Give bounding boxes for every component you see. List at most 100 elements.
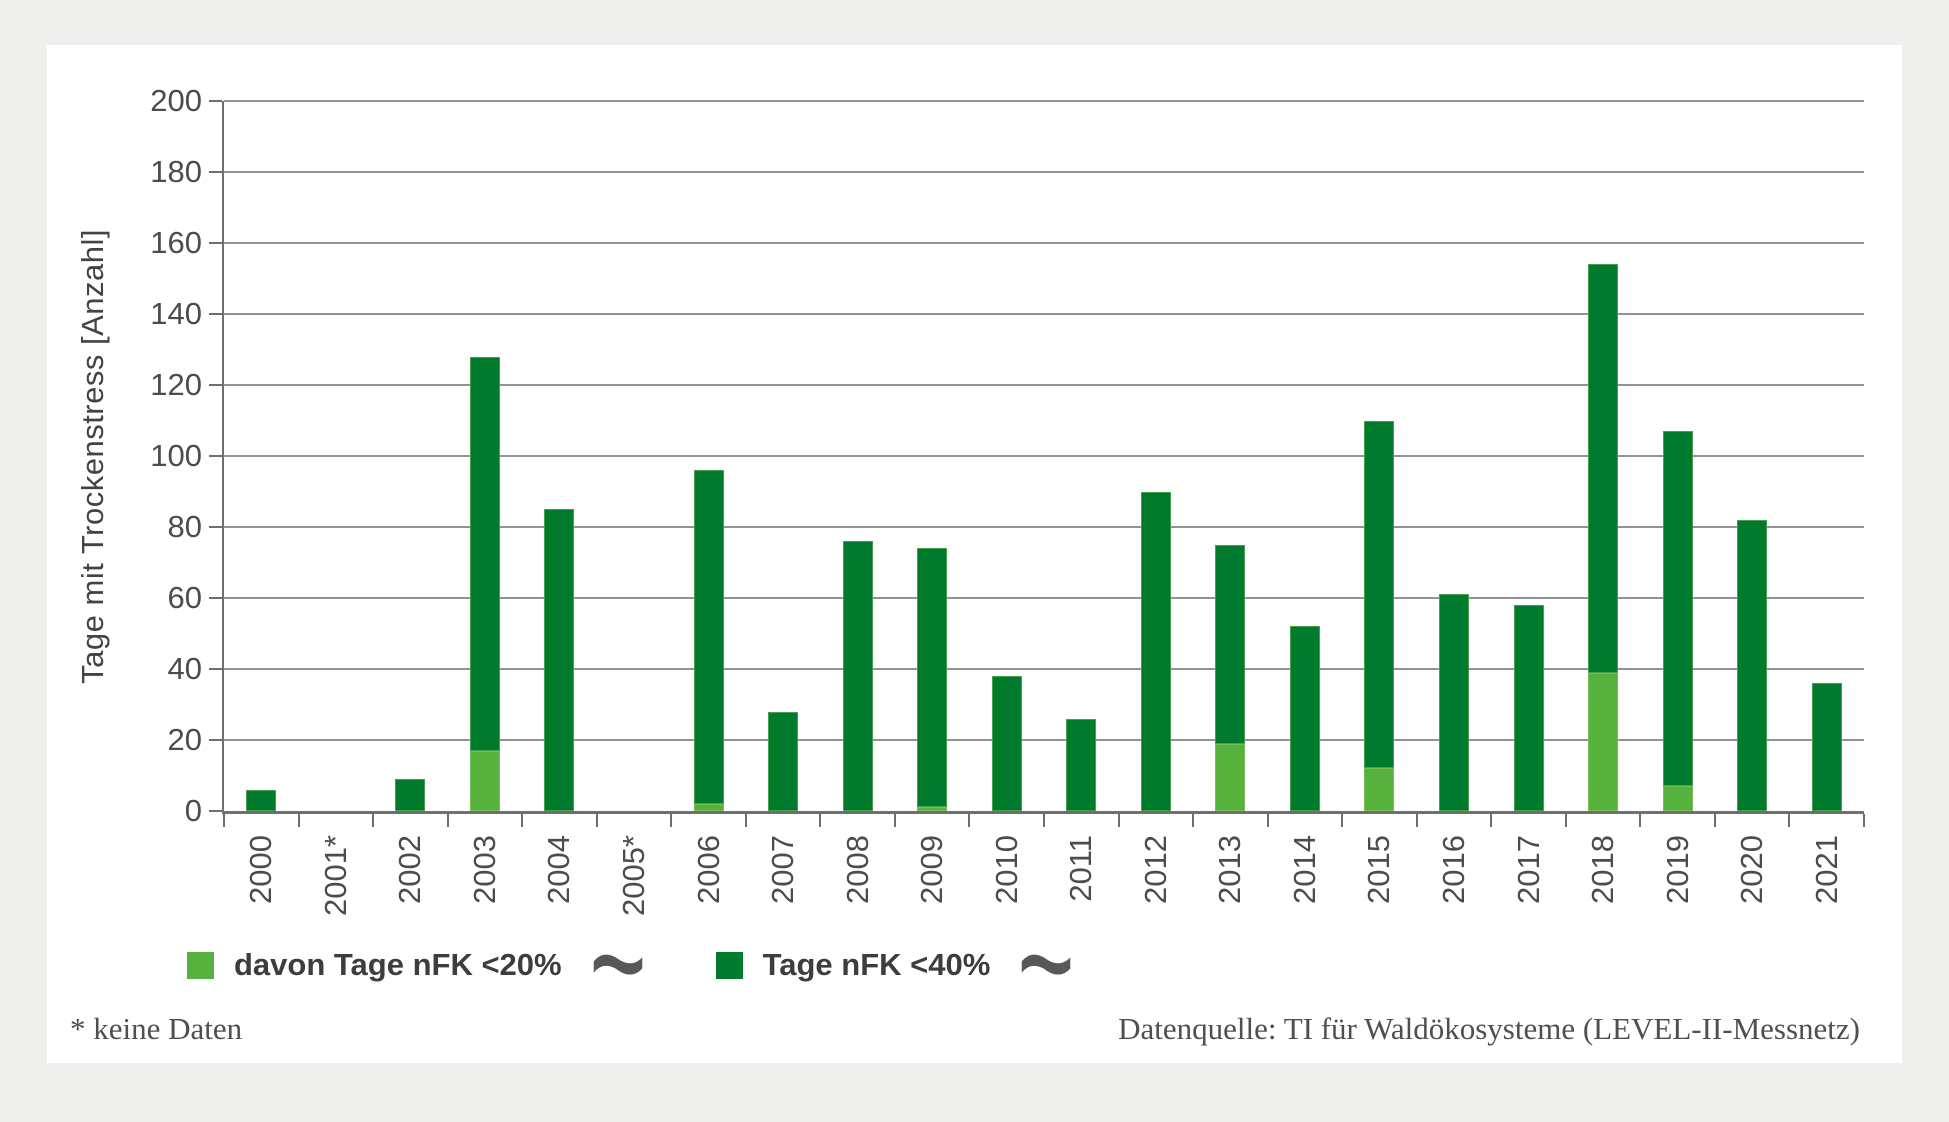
data-source: Datenquelle: TI für Waldökosysteme (LEVE… bbox=[1118, 1011, 1860, 1046]
gridline-y-100 bbox=[224, 455, 1864, 457]
y-tick-140 bbox=[209, 313, 222, 315]
x-tick bbox=[1713, 814, 1716, 827]
y-tick-80 bbox=[209, 526, 222, 528]
bar-segment-dark-2010 bbox=[991, 676, 1022, 811]
bar-segment-dark-2021 bbox=[1811, 683, 1842, 811]
y-tick-100 bbox=[209, 455, 222, 457]
bar-segment-dark-2004 bbox=[544, 509, 575, 811]
x-tick-label-2002: 2002 bbox=[392, 835, 428, 904]
bar-segment-dark-2016 bbox=[1439, 594, 1469, 811]
x-tick-label-2017: 2017 bbox=[1510, 835, 1546, 904]
bar-segment-light-2009 bbox=[917, 807, 948, 811]
bar-segment-light-2006 bbox=[693, 803, 724, 811]
gridline-y-200 bbox=[224, 100, 1864, 102]
legend-item-nfk20: davon Tage nFK <20% bbox=[187, 947, 644, 983]
x-tick bbox=[968, 814, 971, 827]
chart-card: Tage mit Trockenstress [Anzahl] 0 20 40 60 8… bbox=[47, 45, 1902, 1063]
x-tick bbox=[1341, 814, 1344, 827]
x-tick-label-2013: 2013 bbox=[1212, 835, 1248, 904]
x-tick bbox=[1490, 814, 1493, 827]
y-tick-0 bbox=[209, 810, 222, 812]
legend-swatch-dark-green bbox=[715, 951, 743, 979]
x-tick bbox=[1043, 814, 1045, 827]
x-tick bbox=[1788, 814, 1791, 827]
y-tick-label-100: 100 bbox=[150, 438, 202, 473]
x-tick-label-2005*: 2005* bbox=[616, 835, 651, 917]
gridline-y-80 bbox=[224, 526, 1864, 528]
y-tick-label-140: 140 bbox=[150, 296, 202, 331]
y-tick-label-80: 80 bbox=[167, 509, 202, 544]
bar-segment-dark-2003 bbox=[469, 356, 500, 751]
bar-segment-dark-2019 bbox=[1662, 431, 1693, 787]
bar-segment-dark-2012 bbox=[1140, 491, 1171, 811]
bar-segment-dark-2002 bbox=[395, 779, 426, 811]
x-tick bbox=[223, 814, 225, 827]
x-tick bbox=[595, 814, 598, 827]
bar-segment-dark-2011 bbox=[1066, 718, 1097, 811]
x-tick bbox=[372, 814, 375, 827]
y-tick-200 bbox=[209, 100, 222, 102]
gridline-y-180 bbox=[224, 171, 1864, 173]
x-tick bbox=[1564, 814, 1567, 827]
bar-segment-dark-2000 bbox=[246, 789, 277, 811]
bar-segment-light-2015 bbox=[1364, 768, 1395, 811]
x-tick bbox=[819, 814, 822, 827]
legend-swatch-light-green bbox=[187, 951, 214, 979]
y-tick-40 bbox=[209, 668, 222, 670]
legend-item-nfk40: Tage nFK <40% bbox=[715, 947, 1073, 983]
wave-icon bbox=[1022, 954, 1071, 975]
bar-segment-dark-2015 bbox=[1364, 420, 1395, 769]
bar-segment-light-2003 bbox=[469, 750, 500, 811]
x-tick-label-2000: 2000 bbox=[243, 835, 279, 904]
y-tick-label-60: 60 bbox=[167, 580, 202, 615]
x-tick bbox=[744, 814, 747, 827]
legend-label-nfk40: Tage nFK <40% bbox=[762, 947, 991, 982]
x-tick bbox=[893, 814, 896, 827]
bar-segment-dark-2009 bbox=[917, 548, 948, 808]
bar-chart-plot-area: 0 20 40 60 80 100 120 140 160 180 200 2000 2001* 2002… bbox=[150, 83, 1865, 916]
x-tick-label-2001*: 2001* bbox=[317, 835, 353, 917]
x-tick bbox=[1863, 814, 1865, 827]
x-tick bbox=[1117, 814, 1120, 827]
gridline-y-60 bbox=[224, 597, 1864, 599]
gridline-y-120 bbox=[224, 384, 1864, 386]
x-tick-label-2010: 2010 bbox=[988, 835, 1024, 904]
bar-segment-dark-2017 bbox=[1513, 605, 1544, 811]
x-tick-label-2004: 2004 bbox=[541, 835, 577, 904]
gridline-y-20 bbox=[224, 739, 1864, 741]
y-tick-180 bbox=[209, 171, 222, 173]
bar-segment-dark-2018 bbox=[1588, 264, 1619, 673]
bar-segment-dark-2014 bbox=[1289, 626, 1320, 811]
x-tick-label-2008: 2008 bbox=[839, 835, 875, 904]
legend-label-nfk20: davon Tage nFK <20% bbox=[234, 947, 562, 982]
x-tick bbox=[297, 814, 300, 827]
x-tick-label-2019: 2019 bbox=[1659, 835, 1695, 904]
x-tick bbox=[1266, 814, 1269, 827]
x-tick bbox=[1639, 814, 1642, 827]
y-tick-label-160: 160 bbox=[150, 225, 202, 260]
y-tick-label-40: 40 bbox=[167, 651, 202, 686]
wave-icon bbox=[593, 954, 642, 975]
x-tick-label-2016: 2016 bbox=[1436, 835, 1471, 904]
y-tick-20 bbox=[209, 739, 222, 741]
bar-segment-dark-2013 bbox=[1215, 544, 1246, 744]
y-tick-120 bbox=[209, 384, 222, 386]
x-tick-label-2021: 2021 bbox=[1808, 835, 1844, 904]
gridline-y-40 bbox=[224, 668, 1864, 670]
x-tick-label-2006: 2006 bbox=[690, 835, 726, 904]
gridline-y-140 bbox=[224, 313, 1864, 315]
x-tick-label-2020: 2020 bbox=[1734, 835, 1770, 904]
x-tick-label-2012: 2012 bbox=[1137, 835, 1173, 904]
x-tick bbox=[521, 814, 524, 827]
x-tick-label-2011: 2011 bbox=[1063, 835, 1099, 902]
bar-segment-dark-2007 bbox=[768, 711, 799, 811]
x-tick bbox=[1192, 814, 1195, 827]
footnote-no-data: * keine Daten bbox=[70, 1011, 243, 1046]
legend: davon Tage nFK <20% Tage nFK <40% bbox=[187, 947, 1072, 983]
x-tick-label-2015: 2015 bbox=[1361, 835, 1397, 904]
x-tick bbox=[670, 814, 673, 827]
x-tick-label-2007: 2007 bbox=[765, 835, 801, 904]
bar-segment-dark-2006 bbox=[693, 470, 724, 804]
bar-segment-light-2018 bbox=[1588, 672, 1619, 811]
